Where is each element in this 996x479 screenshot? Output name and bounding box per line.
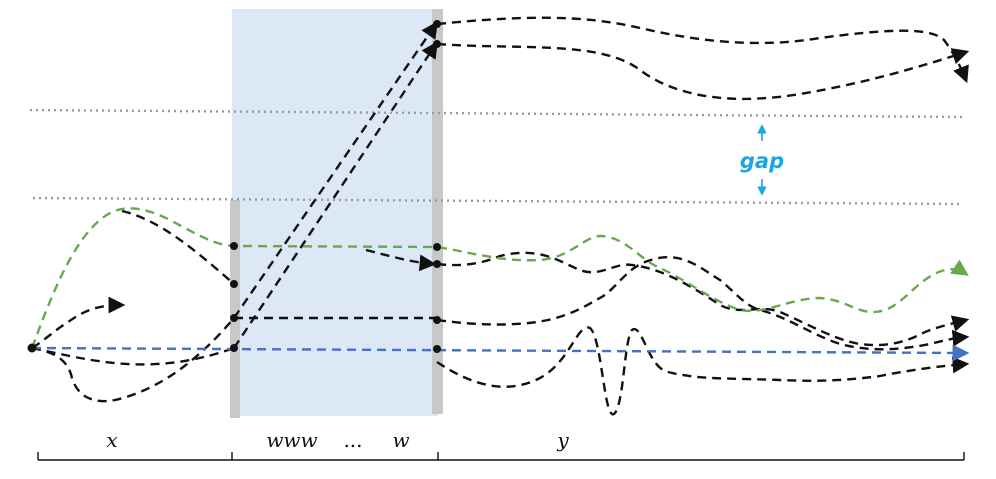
trajectory-cross-second [233, 41, 438, 349]
trajectory-short-arrow [31, 296, 126, 350]
segment-label-y: y [556, 428, 569, 452]
right-bar-node-upper [433, 260, 441, 268]
segment-label-www: www [266, 428, 317, 452]
segment-label-x: x [106, 428, 117, 452]
right-boundary-bar [432, 9, 443, 414]
right-bar-node-second [433, 40, 441, 48]
left-bar-node-mid [230, 314, 238, 322]
trajectory-low-loop [31, 317, 235, 403]
right-bar-node-top [433, 20, 441, 28]
trajectory-top-wave [436, 16, 969, 84]
segment-label-dots: ... [343, 428, 362, 452]
black-trajectories [31, 16, 970, 416]
origin-node [27, 343, 37, 353]
left-bar-node-blue [230, 344, 238, 352]
gap-label: gap [740, 149, 784, 173]
trajectory-upper-hump [121, 209, 235, 285]
bottom-bracket [37, 452, 965, 461]
trajectory-mid-drop [365, 248, 437, 272]
trajectory-right-bottom-spike [436, 326, 970, 416]
trajectory-right-mid [436, 256, 970, 351]
segment-label-w: w [392, 428, 409, 452]
lower-guide-line [32, 196, 963, 206]
left-bar-node-green [230, 242, 238, 250]
right-bar-node-green [433, 243, 441, 251]
trajectory-second-wave [436, 42, 970, 101]
left-bar-node-upper [230, 280, 238, 288]
trajectory-bottom [31, 346, 235, 366]
left-boundary-bar [230, 200, 240, 418]
trajectory-right-upper [436, 251, 970, 347]
shaded-region [232, 9, 438, 416]
trajectory-green [30, 207, 969, 349]
right-bar-node-blue [433, 345, 441, 353]
right-bar-node-mid [433, 316, 441, 324]
upper-guide-line [29, 108, 963, 119]
trajectory-blue [31, 344, 970, 362]
trajectory-nodes [27, 20, 441, 353]
